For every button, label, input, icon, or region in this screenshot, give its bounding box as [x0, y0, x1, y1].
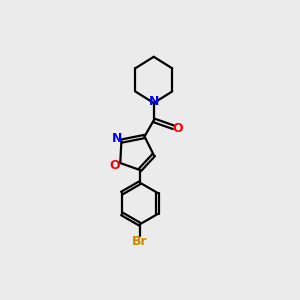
- Text: O: O: [173, 122, 183, 135]
- Text: Br: Br: [132, 235, 148, 248]
- Text: N: N: [112, 132, 122, 145]
- Text: N: N: [148, 95, 159, 108]
- Text: O: O: [110, 159, 121, 172]
